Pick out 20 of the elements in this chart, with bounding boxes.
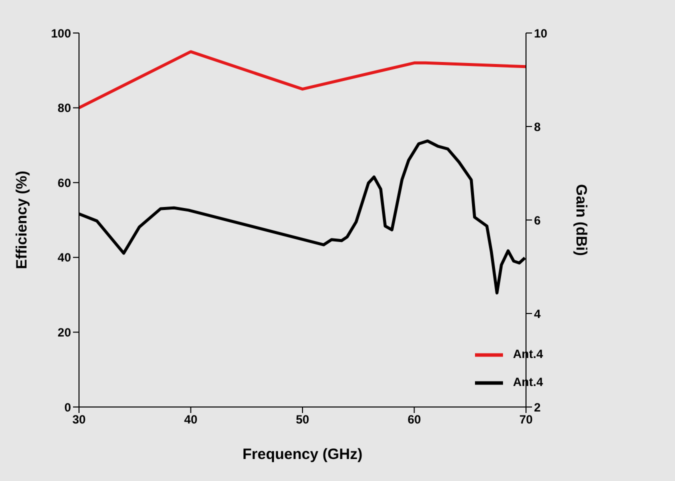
x-tick-label: 30	[72, 412, 86, 427]
line-series	[79, 50, 526, 110]
y2-tick-label: 2	[534, 400, 541, 414]
y-tick-label: 0	[64, 400, 72, 414]
y2-tick-label: 6	[534, 213, 541, 228]
x-tick-label: 50	[296, 412, 310, 427]
y-tick-label: 60	[58, 176, 72, 190]
y2-tick-label: 8	[534, 120, 541, 134]
y-tick-label: 40	[58, 250, 72, 265]
y-tick-label: 20	[58, 325, 72, 340]
y-axis-title: Efficiency (%)	[13, 170, 30, 270]
x-tick-label: 60	[408, 412, 422, 427]
x-tick-label: 70	[519, 412, 533, 427]
x-tick-label: 40	[184, 412, 198, 427]
y-tick-label: 80	[58, 101, 72, 116]
y2-tick-label: 4	[534, 306, 541, 321]
x-axis-title: Frequency (GHz)	[242, 446, 363, 463]
y-tick-label: 100	[50, 26, 72, 40]
y2-axis-title: Gain (dBi)	[572, 184, 590, 256]
y2-tick-label: 10	[534, 26, 548, 40]
